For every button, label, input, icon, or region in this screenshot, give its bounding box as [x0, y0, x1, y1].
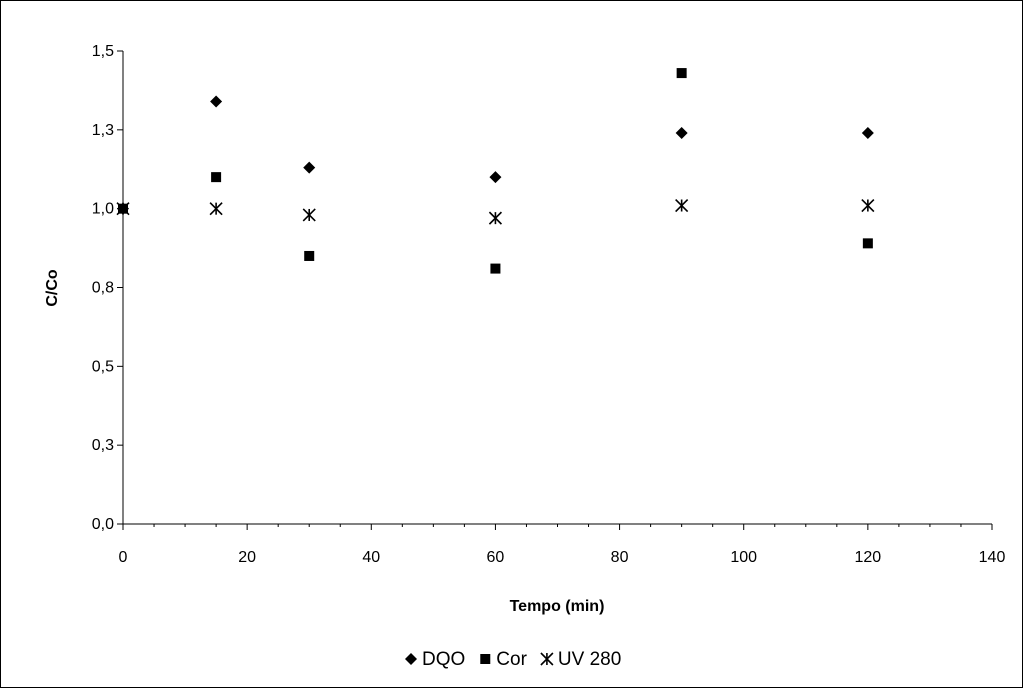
y-tick-label: 1,5 — [92, 43, 114, 60]
x-tick-label: 60 — [487, 549, 505, 566]
point-uv-280 — [209, 202, 223, 216]
y-tick-label: 0,8 — [92, 280, 114, 297]
point-uv-280 — [302, 208, 316, 222]
x-tick-label: 0 — [119, 549, 128, 566]
point-cor — [304, 250, 315, 261]
point-uv-280 — [861, 198, 875, 213]
legend-label-cor: Cor — [496, 649, 527, 670]
y-tick-label: 0,5 — [92, 358, 114, 375]
legend-label-uv-280: UV 280 — [558, 649, 621, 670]
x-tick-label: 140 — [979, 549, 1006, 566]
point-dqo — [489, 171, 502, 184]
point-dqo — [303, 161, 316, 174]
x-tick-label: 20 — [238, 549, 256, 566]
x-axis-ticks: 0 20 40 60 80 100 120 140 — [119, 524, 1006, 566]
point-uv-280 — [488, 211, 502, 225]
legend-marker-uv-280 — [540, 652, 554, 666]
y-tick-label: 1,3 — [92, 122, 114, 139]
point-dqo — [675, 126, 688, 139]
point-dqo — [210, 95, 223, 108]
x-tick-label: 120 — [855, 549, 882, 566]
legend-marker-cor — [480, 654, 491, 664]
y-axis-title: C/Co — [44, 269, 61, 307]
legend-marker-dqo — [405, 653, 417, 665]
legend: DQO Cor UV 280 — [405, 649, 621, 670]
point-cor — [676, 68, 687, 79]
x-tick-label: 40 — [362, 549, 380, 566]
y-tick-label: 0,0 — [92, 516, 114, 533]
point-dqo — [861, 126, 874, 139]
y-axis-ticks: 0,0 0,3 0,5 0,8 1,0 1,3 1,5 — [92, 43, 123, 533]
point-cor — [211, 172, 222, 183]
axes — [122, 51, 992, 525]
x-tick-label: 80 — [611, 549, 629, 566]
x-axis-title: Tempo (min) — [510, 598, 605, 615]
x-tick-label: 100 — [730, 549, 757, 566]
point-uv-280 — [675, 198, 689, 213]
data-points — [116, 68, 875, 274]
point-uv-280 — [116, 202, 130, 216]
y-tick-label: 0,3 — [92, 437, 114, 454]
y-tick-label: 1,0 — [92, 201, 114, 218]
point-cor — [490, 263, 501, 274]
point-cor — [862, 238, 873, 249]
legend-label-dqo: DQO — [422, 649, 465, 670]
